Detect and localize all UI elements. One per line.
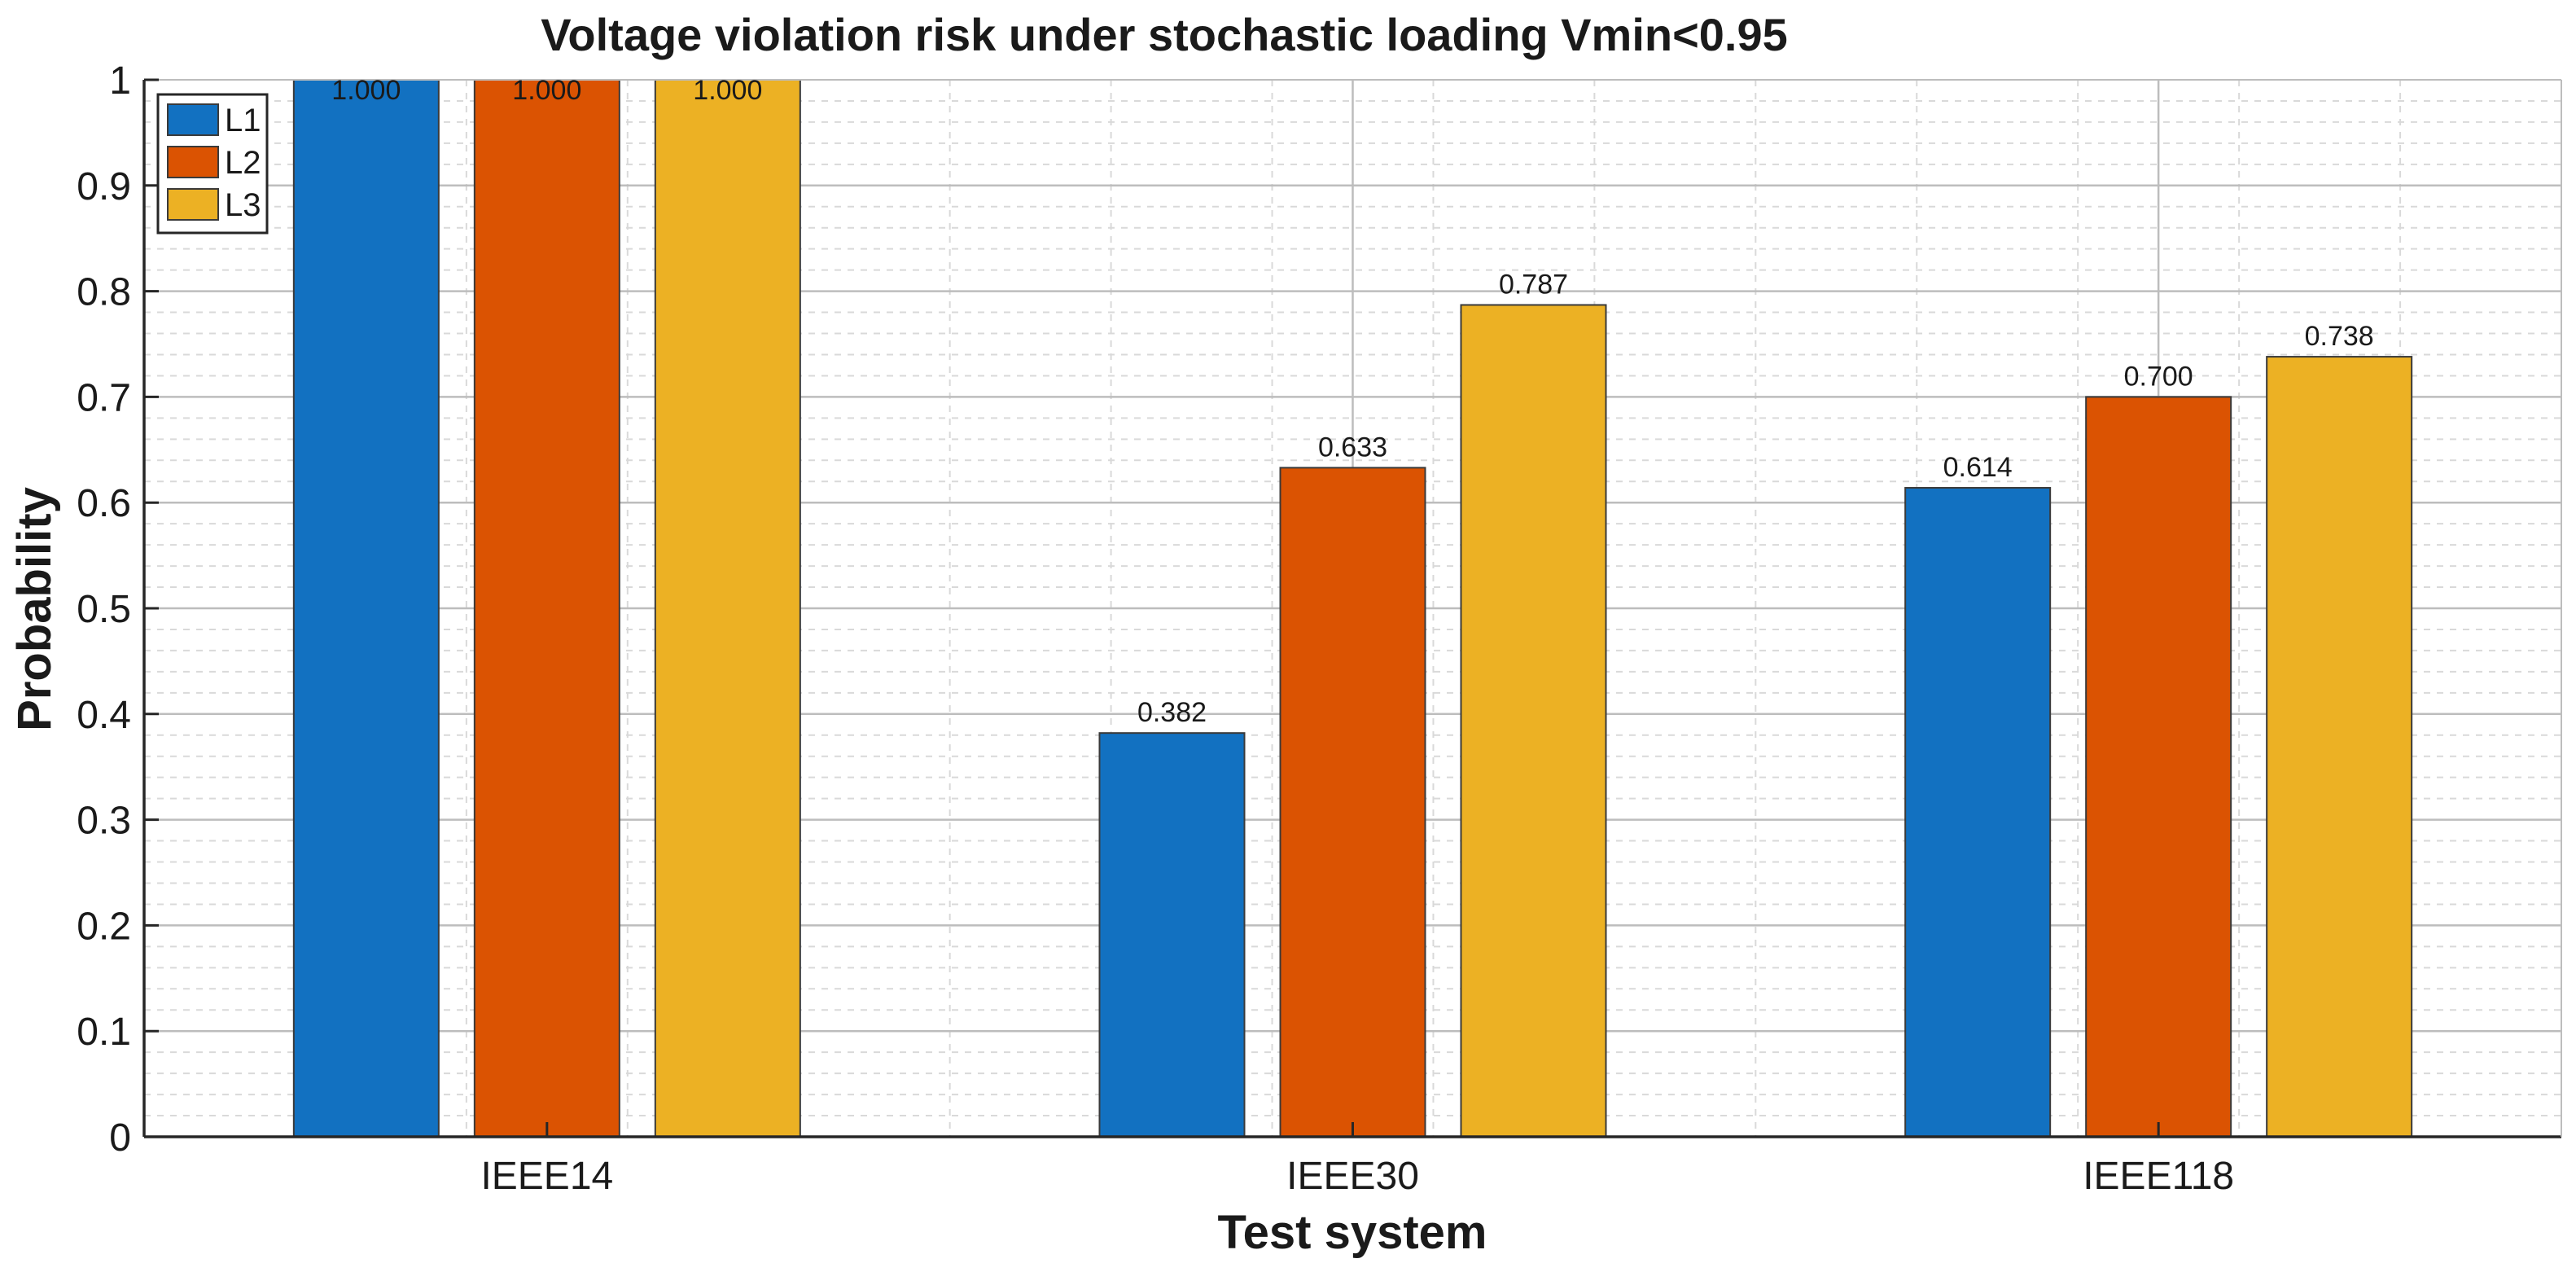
- chart-title: Voltage violation risk under stochastic …: [541, 9, 1788, 60]
- data-label: 1.000: [331, 75, 401, 106]
- y-tick-label: 0.2: [77, 905, 131, 948]
- legend: L1 L2 L3: [156, 93, 269, 235]
- axes: 0 0.1 0.2 0.3 0.4 0.5 0.6 0.7 0.8 0.9 1 IEEE14 IEEE3…: [77, 59, 2562, 1198]
- bar-l3-ieee30: [1460, 304, 1607, 1138]
- legend-swatch-l1: [167, 103, 219, 136]
- y-tick-label: 0.4: [77, 694, 131, 737]
- legend-label-l1: L1: [225, 103, 261, 138]
- y-tick-label: 0.6: [77, 482, 131, 525]
- y-tick-label: 0.8: [77, 271, 131, 314]
- x-tick-label: IEEE30: [1286, 1155, 1419, 1198]
- x-tick-label: IEEE14: [480, 1155, 613, 1198]
- data-labels: 1.000 1.000 1.000 0.382 0.633 0.787 0.614 0.700…: [331, 75, 2373, 728]
- legend-label-l3: L3: [225, 187, 261, 223]
- bar-l1-ieee14: [292, 79, 440, 1138]
- legend-swatch-l2: [167, 146, 219, 178]
- bar-l1-ieee30: [1098, 732, 1246, 1138]
- data-label: 0.633: [1318, 432, 1387, 463]
- data-label: 1.000: [693, 75, 762, 106]
- bars: [292, 79, 2413, 1138]
- legend-swatch-l3: [167, 188, 219, 221]
- data-label: 0.738: [2305, 321, 2374, 352]
- bar-l2-ieee30: [1279, 467, 1426, 1138]
- data-label: 0.787: [1499, 269, 1568, 300]
- y-axis-label: Probability: [8, 487, 61, 731]
- data-label: 0.700: [2124, 361, 2193, 392]
- x-axis-label: Test system: [1218, 1206, 1487, 1259]
- data-label: 0.382: [1137, 697, 1207, 728]
- y-tick-label: 0: [109, 1116, 131, 1160]
- bar-l2-ieee14: [473, 79, 620, 1138]
- bar-l3-ieee118: [2266, 356, 2413, 1138]
- data-label: 0.614: [1943, 452, 2013, 483]
- y-tick-label: 0.1: [77, 1011, 131, 1054]
- y-tick-label: 0.7: [77, 376, 131, 419]
- y-tick-label: 0.9: [77, 165, 131, 208]
- x-tick-label: IEEE118: [2083, 1155, 2234, 1198]
- y-tick-label: 0.5: [77, 588, 131, 631]
- data-label: 1.000: [512, 75, 581, 106]
- bar-l3-ieee14: [654, 79, 801, 1138]
- bar-l1-ieee118: [1904, 487, 2052, 1138]
- y-tick-label: 0.3: [77, 800, 131, 843]
- bar-l2-ieee118: [2085, 396, 2232, 1138]
- y-tick-label: 1: [109, 59, 131, 103]
- legend-label-l2: L2: [225, 145, 261, 181]
